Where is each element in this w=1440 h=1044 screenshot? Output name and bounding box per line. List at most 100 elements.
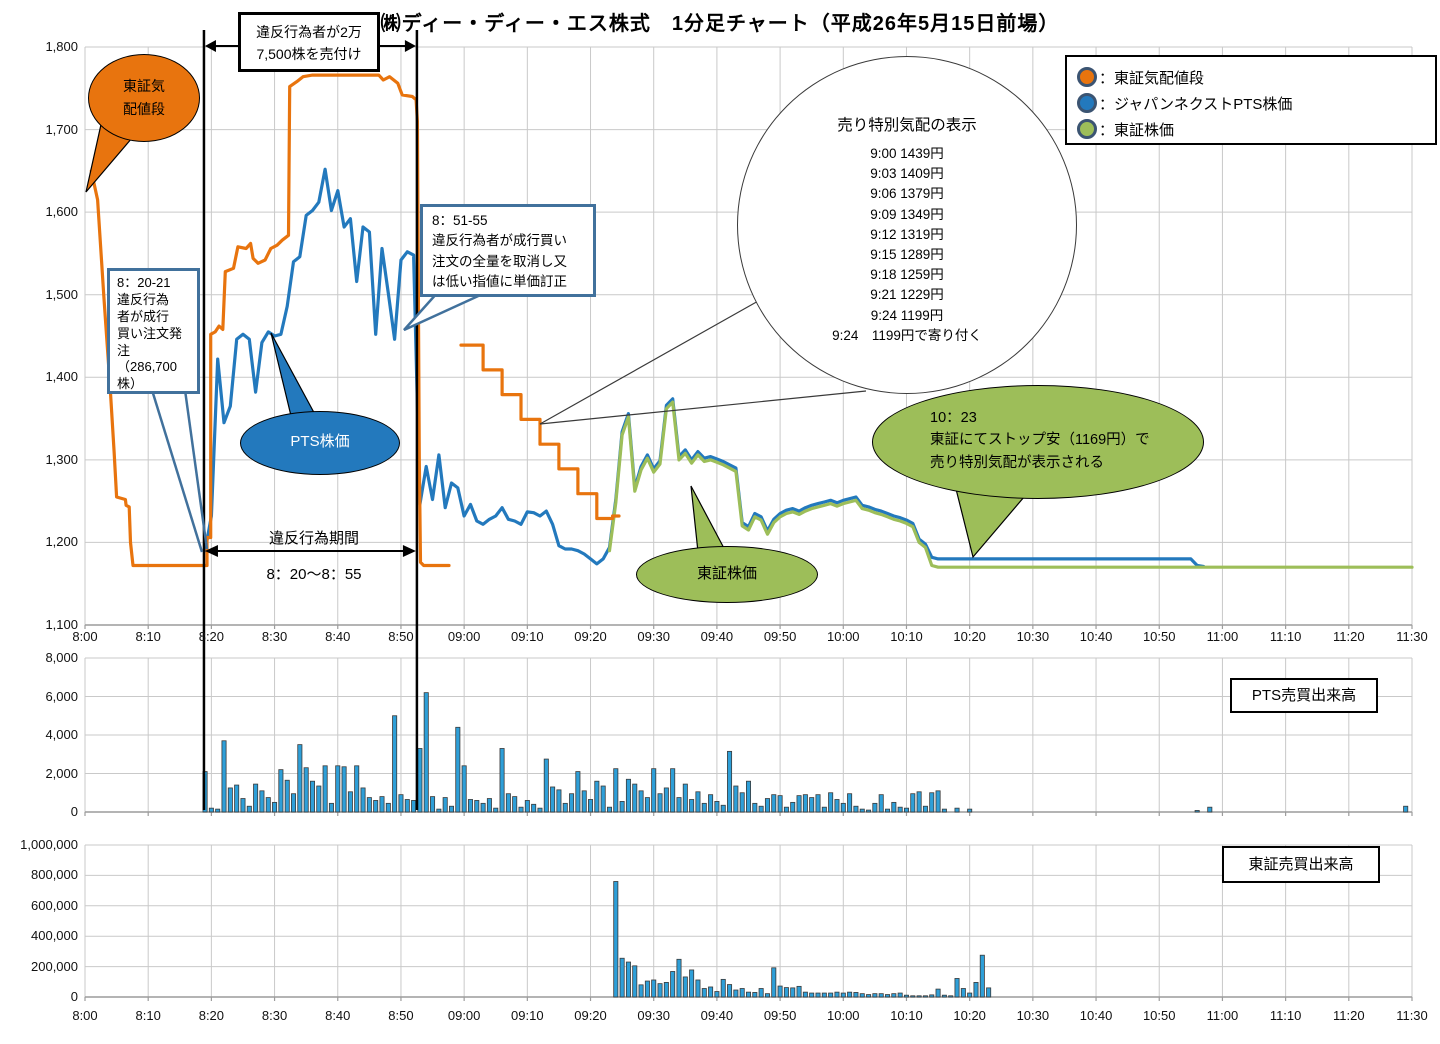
- pts-volume-bar: [695, 791, 701, 813]
- stop-low-bubble: 10：23 東証にてストップ安（1169円）で 売り特別気配が表示される: [872, 385, 1204, 499]
- violation-period-label: 違反行為期間: [268, 530, 359, 547]
- volume-xtick: 09:30: [637, 1008, 670, 1023]
- tse-volume-bar: [828, 992, 834, 998]
- tse-volume-bar: [733, 989, 739, 998]
- pts-volume-bar: [474, 800, 480, 813]
- quote-line: 9:21 1229円: [870, 287, 944, 303]
- pts-volume-bar: [411, 800, 417, 813]
- pts-vol-ytick: 8,000: [45, 650, 78, 665]
- pts-volume-bar: [316, 785, 322, 813]
- arrowhead-right: [402, 545, 416, 557]
- pts-volume-bar: [227, 787, 233, 813]
- callout-line: 注文の全量を取消し又: [432, 253, 567, 269]
- quote-line: 9:18 1259円: [870, 267, 944, 283]
- pts-price-bubble: PTS株価: [240, 411, 400, 475]
- legend-item-tse-quote: ：東証気配値段: [1077, 64, 1435, 90]
- price-xtick: 10:20: [953, 629, 986, 644]
- tse-volume-bar: [676, 958, 682, 998]
- price-xtick: 09:10: [511, 629, 544, 644]
- volume-xtick: 09:10: [511, 1008, 544, 1023]
- tse-volume-bar: [821, 992, 827, 998]
- tse-volume-bar: [670, 971, 676, 998]
- bubble-line: 売り特別気配が表示される: [930, 454, 1104, 471]
- tse-volume-bar: [859, 993, 865, 998]
- tse-volume-bar: [815, 992, 821, 998]
- tse-volume-bar: [783, 987, 789, 998]
- pts-volume-title: PTS売買出来高: [1230, 678, 1378, 713]
- tse-volume-bar: [891, 993, 897, 998]
- quote-line: 9:06 1379円: [870, 186, 944, 202]
- pts-volume-bar: [727, 750, 733, 813]
- pts-volume-bar: [758, 805, 764, 813]
- pts-volume-bar: [764, 798, 770, 813]
- tse-volume-bar: [701, 988, 707, 998]
- pts-volume-bar: [790, 801, 796, 813]
- arrowhead-left: [204, 545, 218, 557]
- pts-volume-bar: [467, 799, 473, 813]
- pts-volume-bar: [891, 801, 897, 813]
- pts-volume-bar: [796, 795, 802, 813]
- price-xtick: 09:50: [763, 629, 797, 644]
- price-xtick: 09:40: [700, 629, 734, 644]
- tse-volume-bar: [638, 984, 644, 998]
- tse-vol-ytick: 0: [70, 989, 78, 1004]
- tse-price-line: [607, 400, 1414, 569]
- tse-volume-bar: [967, 992, 973, 998]
- volume-xtick: 8:10: [135, 1008, 161, 1023]
- volume-xtick: 11:30: [1396, 1008, 1428, 1023]
- pts-volume-bar: [581, 790, 587, 813]
- pts-volume-bar: [398, 794, 404, 813]
- pts-volume-bar: [423, 692, 429, 813]
- tse-volume-bar: [720, 978, 726, 998]
- pts-volume-bar: [335, 765, 341, 813]
- pts-volume-bar: [828, 792, 834, 813]
- pts-volume-bar: [322, 765, 328, 813]
- legend-label: ：ジャパンネクストPTS株価: [1099, 95, 1293, 113]
- volume-xtick: 8:20: [198, 1008, 225, 1023]
- price-xtick: 10:10: [890, 629, 923, 644]
- tse-volume-bar: [878, 993, 884, 998]
- tse-volume-bar: [885, 994, 891, 998]
- pts-volume-bar: [733, 785, 739, 813]
- pts-volume-bar: [246, 805, 252, 813]
- volume-xtick: 10:40: [1079, 1008, 1113, 1023]
- pts-volume-bar: [272, 801, 278, 813]
- price-xtick: 11:30: [1396, 629, 1428, 644]
- callout-line: 8：20-21: [117, 275, 171, 290]
- pts-volume-bar: [373, 800, 379, 813]
- tse-volume-bar: [897, 992, 903, 998]
- tse-volume-bar: [657, 983, 663, 998]
- tse-quote-line: [89, 73, 451, 568]
- bubble-line: 配値段: [123, 101, 165, 118]
- tse-volume-bar: [708, 986, 714, 998]
- pts-volume-bar: [935, 790, 941, 813]
- legend-item-tse: ：東証株価: [1077, 116, 1435, 142]
- tse-volume-bar: [739, 988, 745, 998]
- pts-volume-bar: [354, 765, 360, 813]
- quote-line: 9:00 1439円: [870, 146, 944, 161]
- arrowhead-left: [204, 40, 216, 52]
- price-ytick: 1,200: [45, 534, 78, 550]
- tse-volume-bar: [916, 995, 922, 998]
- pts-vol-ytick: 6,000: [45, 688, 78, 704]
- legend-dot-tse-quote-icon: [1077, 67, 1097, 87]
- tse-vol-ytick: 600,000: [31, 897, 78, 913]
- price-xtick: 09:30: [637, 629, 670, 644]
- cancel-order-callout: 8：51-55 違反行為者が成行買い 注文の全量を取消し又 は低い指値に単価訂正: [420, 204, 596, 297]
- pts-volume-bar: [638, 790, 644, 813]
- page-title: ㈱ディー・ディー・エス株式 1分足チャート（平成26年5月15日前場）: [380, 13, 1060, 35]
- pts-volume-bar: [771, 794, 777, 813]
- pts-volume-bar: [588, 799, 594, 813]
- callout-line: 者が成行: [117, 308, 170, 324]
- tse-volume-bar: [764, 993, 770, 998]
- pts-volume-bar: [404, 799, 410, 813]
- pts-volume-bar: [493, 807, 499, 813]
- tse-volume-bar: [834, 991, 840, 998]
- pts-vol-ytick: 4,000: [45, 727, 78, 742]
- pts-volume-bar: [606, 806, 612, 813]
- pts-volume-bar: [531, 803, 537, 813]
- special-quote-circle: 売り特別気配の表示 9:00 1439円 9:03 1409円 9:06 137…: [737, 56, 1077, 394]
- pts-volume-bar: [480, 802, 486, 813]
- pts-volume-bar: [1194, 810, 1200, 813]
